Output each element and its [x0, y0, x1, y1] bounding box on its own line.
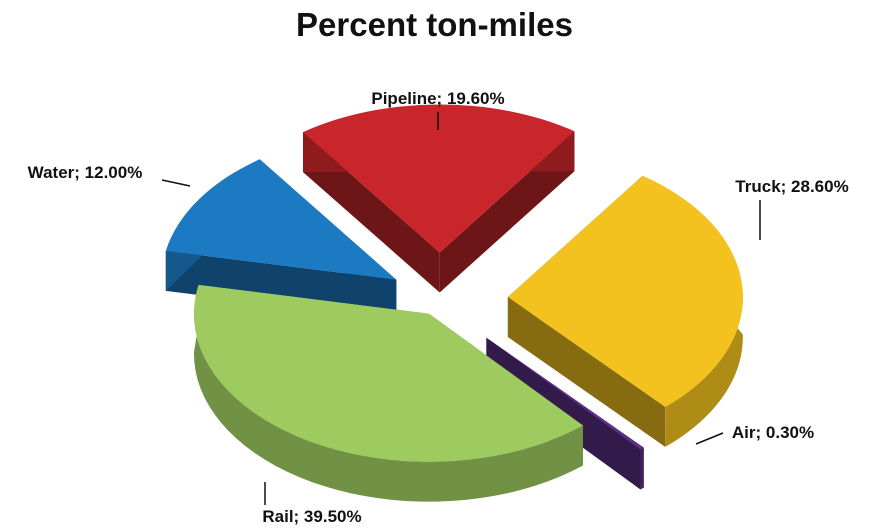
slice-wall-air: [640, 447, 644, 490]
data-label-water: Water; 12.00%: [28, 163, 143, 182]
data-label-air: Air; 0.30%: [732, 423, 814, 442]
slice-top-water: [165, 159, 397, 280]
chart-title: Percent ton-miles: [296, 6, 573, 43]
data-label-rail: Rail; 39.50%: [262, 507, 361, 526]
slice-top-truck: [507, 175, 743, 407]
slice-side-truck-1: [507, 296, 666, 447]
data-label-pipeline: Pipeline; 19.60%: [371, 89, 504, 108]
slice-top-pipeline: [303, 104, 575, 253]
leader-line-water: [161, 179, 191, 187]
leader-line-air: [695, 432, 724, 445]
pie-slice-rail: [193, 284, 584, 502]
slice-top-air: [486, 337, 644, 450]
pie-slice-truck: [507, 175, 743, 447]
slice-top-rail: [193, 284, 584, 462]
slice-side-pipeline-0: [303, 132, 440, 293]
data-label-truck: Truck; 28.60%: [735, 177, 848, 196]
slice-side-pipeline-1: [439, 131, 575, 293]
pie-slice-pipeline: [303, 104, 575, 293]
slice-wall-rail: [193, 284, 584, 502]
